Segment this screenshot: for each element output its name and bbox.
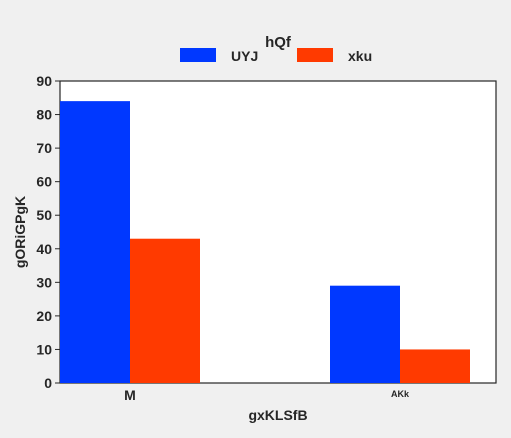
legend-swatch-UYJ [180, 48, 216, 62]
chart-title: hQf [265, 34, 292, 51]
y-tick-label: 50 [36, 207, 52, 223]
y-axis-label: gORiGPgK [12, 196, 28, 268]
bar-UYJ-M [60, 101, 130, 383]
y-tick-label: 60 [36, 174, 52, 190]
y-tick-label: 40 [36, 241, 52, 257]
legend-label-UYJ: UYJ [231, 48, 258, 64]
x-axis-ticks: M AKk [124, 387, 410, 403]
legend-swatch-xku [297, 48, 333, 62]
bars-layer [60, 101, 470, 383]
y-tick-label: 30 [36, 274, 52, 290]
x-tick-label: AKk [391, 389, 410, 399]
x-axis-label: gxKLSfB [248, 407, 307, 423]
y-tick-label: 10 [36, 341, 52, 357]
y-tick-label: 80 [36, 107, 52, 123]
y-tick-label: 0 [44, 375, 52, 391]
bar-xku-AKk [400, 349, 470, 383]
bar-xku-M [130, 238, 200, 383]
bar-UYJ-AKk [330, 285, 400, 383]
y-tick-label: 70 [36, 140, 52, 156]
legend: UYJ xku [180, 48, 372, 64]
y-axis-ticks: 0 10 20 30 40 50 60 70 80 90 [36, 73, 60, 391]
x-tick-label: M [124, 387, 136, 403]
y-tick-label: 20 [36, 308, 52, 324]
y-tick-label: 90 [36, 73, 52, 89]
legend-label-xku: xku [348, 48, 372, 64]
